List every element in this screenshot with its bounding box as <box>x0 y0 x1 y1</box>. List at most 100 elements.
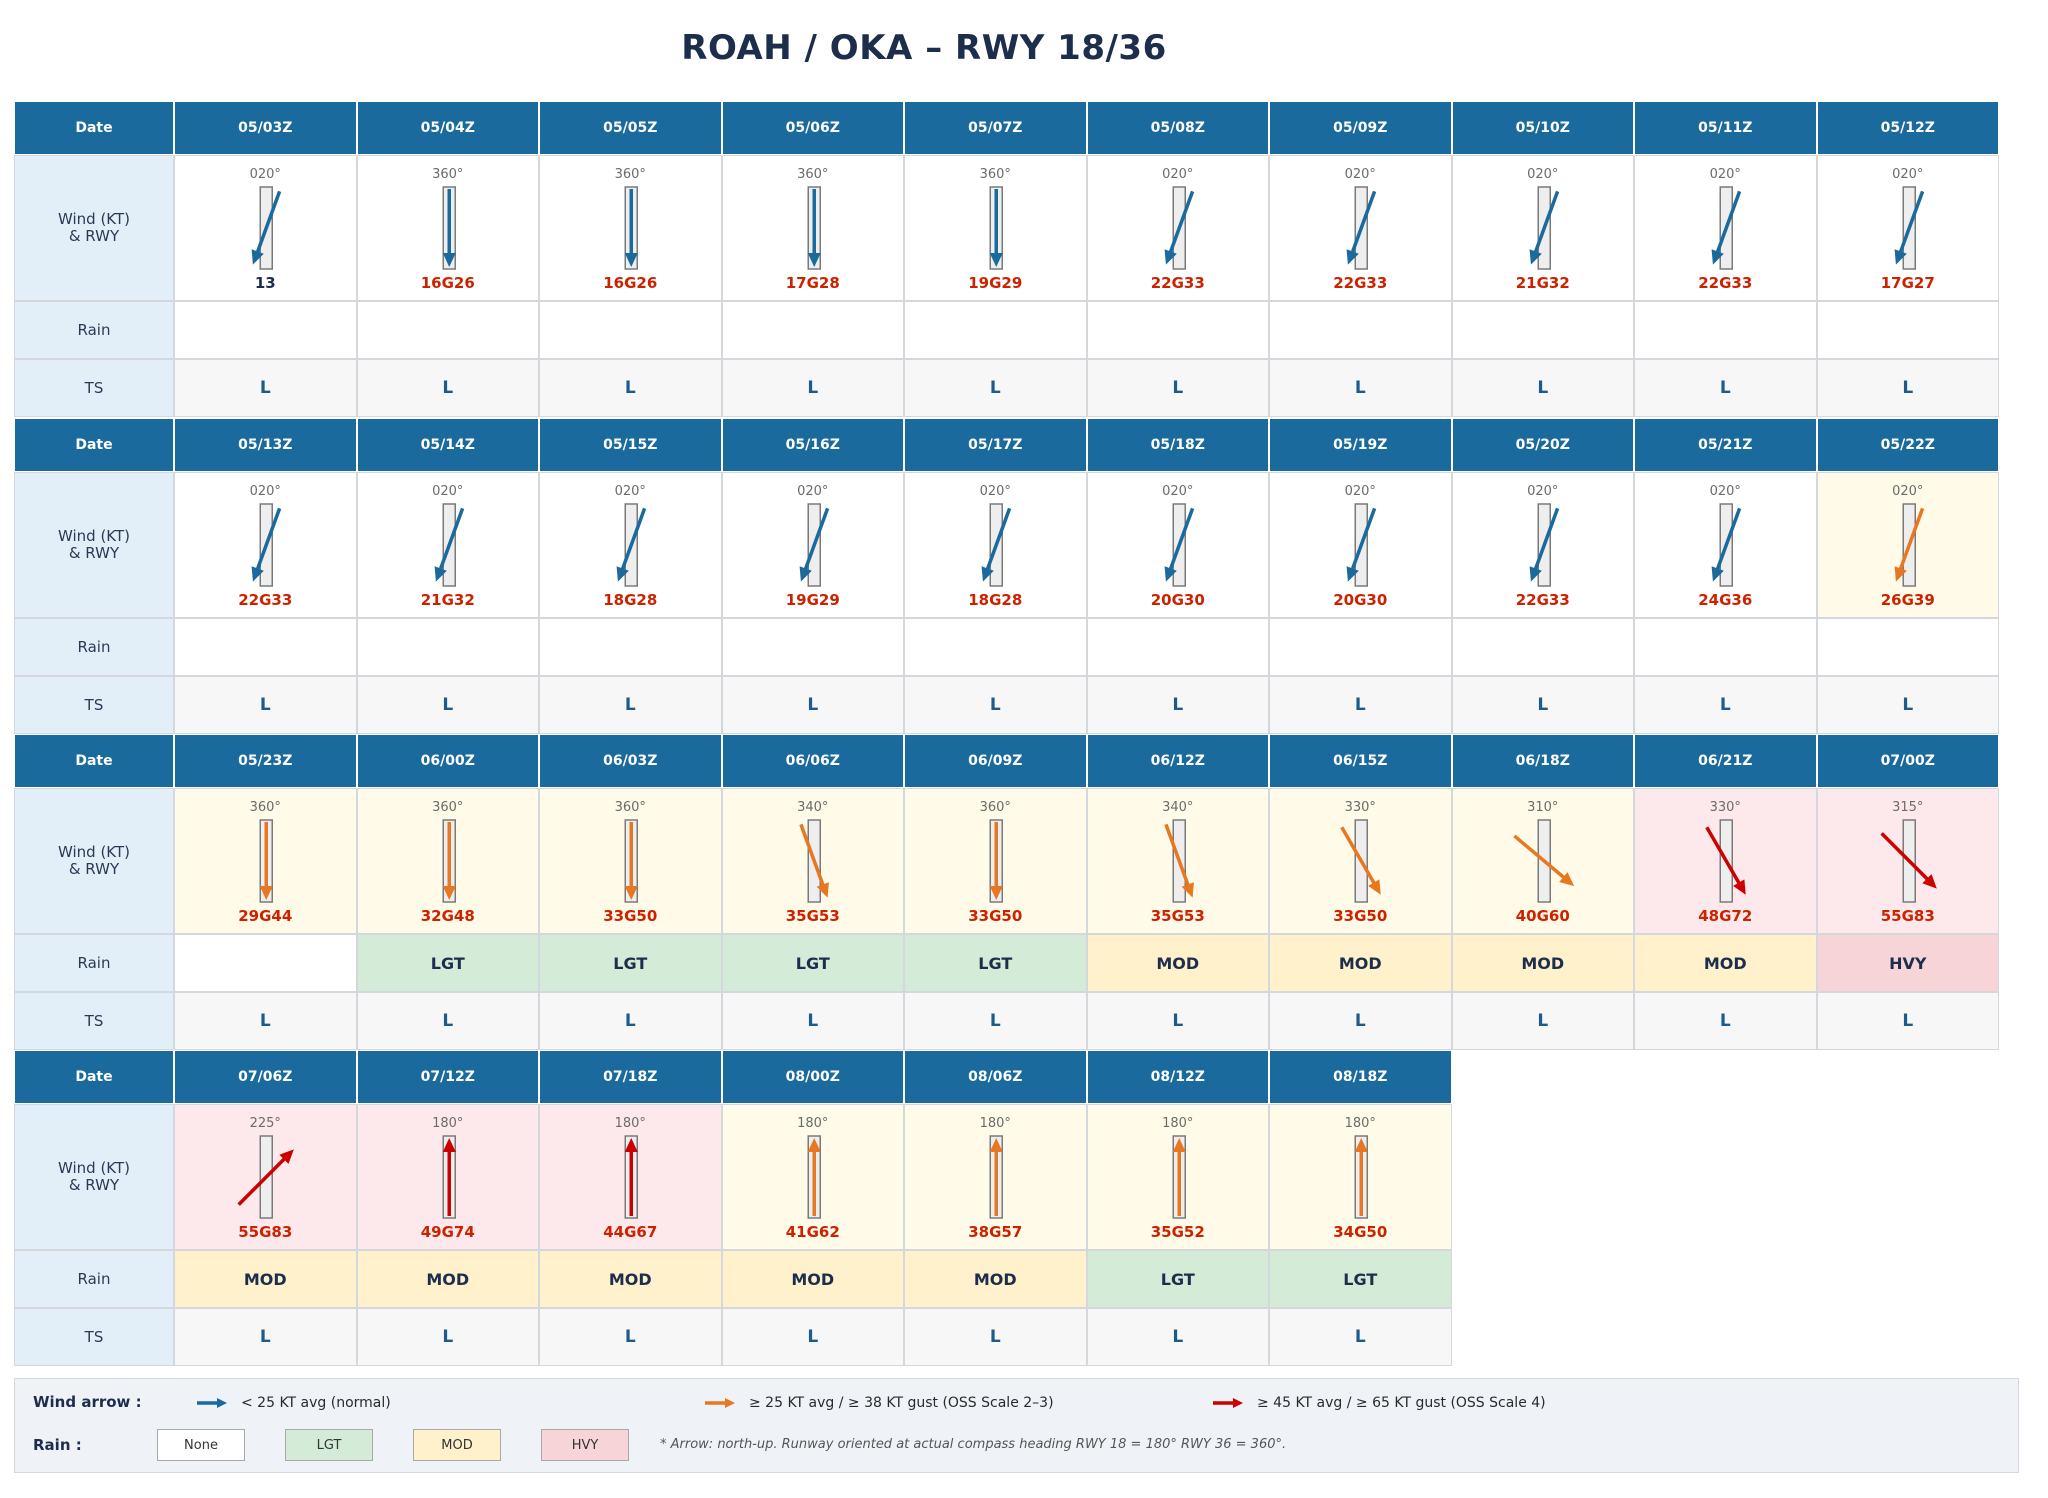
wind-arrow-head <box>1733 879 1746 895</box>
wind-cell: 360° 33G50 <box>539 788 722 934</box>
wind-arrow-icon <box>624 1135 638 1219</box>
wind-direction-label: 310° <box>1527 800 1559 815</box>
ts-cell: L <box>1269 676 1452 734</box>
wind-speed-label: 33G50 <box>1333 907 1388 925</box>
wind-arrow-icon <box>1711 186 1742 270</box>
wind-arrow-shaft <box>798 823 825 887</box>
wind-direction-label: 360° <box>614 800 646 815</box>
wind-arrow-head <box>1164 566 1177 582</box>
wind-arrow-shaft <box>437 507 464 571</box>
wind-cell: 360° 16G26 <box>539 155 722 301</box>
wind-direction-label: 360° <box>432 167 464 182</box>
wind-arrow-icon <box>1879 819 1937 903</box>
wind-arrow-icon <box>1163 819 1194 903</box>
wind-cell: 340° 35G53 <box>1086 788 1269 934</box>
date-header-cell: 05/12Z <box>1816 101 1999 155</box>
wind-arrow-icon <box>1172 1135 1186 1219</box>
wind-cell: 225° 55G83 <box>174 1104 357 1250</box>
rain-cell <box>539 301 722 359</box>
wind-direction-label: 020° <box>614 484 646 499</box>
ts-cell: L <box>721 359 904 417</box>
ts-cell: L <box>1269 359 1452 417</box>
ts-cell: L <box>904 359 1087 417</box>
ts-cell: L <box>1816 676 1999 734</box>
legend-wind-normal-text: < 25 KT avg (normal) <box>241 1395 391 1411</box>
legend-arrow-normal-icon <box>197 1398 227 1408</box>
wind-arrow-shaft <box>1897 190 1924 254</box>
wind-speed-label: 35G53 <box>785 907 840 925</box>
ts-cell: L <box>539 359 722 417</box>
wind-arrow-icon <box>1705 819 1746 903</box>
rain-cell <box>1816 301 1999 359</box>
wind-cell: 310° 40G60 <box>1451 788 1634 934</box>
wind-arrow-icon <box>1894 503 1924 587</box>
wind-direction-label: 340° <box>1162 800 1194 815</box>
ts-cell: L <box>1086 992 1269 1050</box>
wind-speed-label: 21G32 <box>1515 274 1570 292</box>
rain-row-label: Rain <box>14 934 174 992</box>
wind-arrow-shaft <box>1350 190 1377 254</box>
wind-direction-label: 020° <box>1527 167 1559 182</box>
wind-arrow-head <box>251 566 264 582</box>
ts-cell: L <box>1634 359 1817 417</box>
date-header-cell: 08/06Z <box>904 1050 1087 1104</box>
wind-arrow-head <box>442 886 456 900</box>
date-header-cell: 05/23Z <box>174 734 357 788</box>
date-header-cell: 05/10Z <box>1451 101 1634 155</box>
wind-arrow-icon <box>1354 1135 1368 1219</box>
ts-cell: L <box>539 676 722 734</box>
rain-row-label: Rain <box>14 1250 174 1308</box>
wind-speed-label: 22G33 <box>1150 274 1205 292</box>
date-row-label: Date <box>14 418 174 472</box>
wind-arrow-head <box>1711 566 1724 582</box>
wind-cell: 360° 29G44 <box>174 788 357 934</box>
wind-arrow-icon <box>616 503 647 587</box>
legend: Wind arrow : < 25 KT avg (normal) ≥ 25 K… <box>14 1378 2019 1473</box>
rain-cell: LGT <box>356 934 539 992</box>
ts-cell: L <box>1451 359 1634 417</box>
wind-cell: 020° 18G28 <box>539 472 722 618</box>
rain-cell: LGT <box>721 934 904 992</box>
wind-arrow-shaft <box>255 507 282 571</box>
wind-direction-label: 340° <box>797 800 829 815</box>
wind-arrow-head <box>1346 249 1359 265</box>
date-header-cell: 05/17Z <box>904 418 1087 472</box>
wind-direction-label: 020° <box>1709 484 1741 499</box>
ts-cell: L <box>904 992 1087 1050</box>
wind-arrow-icon <box>251 186 282 270</box>
ts-cell: L <box>1269 992 1452 1050</box>
wind-arrow-head <box>251 249 264 265</box>
ts-cell: L <box>904 676 1087 734</box>
wind-arrow-head <box>1894 566 1907 582</box>
legend-wind-oss4-text: ≥ 45 KT avg / ≥ 65 KT gust (OSS Scale 4) <box>1257 1395 1546 1411</box>
wind-direction-label: 020° <box>1344 484 1376 499</box>
wind-speed-label: 55G83 <box>238 1223 293 1241</box>
ts-cell: L <box>174 359 357 417</box>
wind-arrow-head <box>807 1138 821 1152</box>
wind-speed-label: 22G33 <box>1698 274 1753 292</box>
rain-cell: MOD <box>1634 934 1817 992</box>
wind-direction-label: 180° <box>1344 1116 1376 1131</box>
wind-cell: 330° 48G72 <box>1634 788 1817 934</box>
date-header-cell: 06/03Z <box>539 734 722 788</box>
wind-direction-label: 360° <box>249 800 281 815</box>
wind-speed-label: 33G50 <box>603 907 658 925</box>
wind-arrow-head <box>279 1149 294 1164</box>
wind-direction-label: 330° <box>1709 800 1741 815</box>
wind-arrow-head <box>259 886 273 900</box>
legend-arrow-oss4-icon <box>1213 1398 1243 1408</box>
wind-cell: 180° 41G62 <box>721 1104 904 1250</box>
wind-speed-label: 48G72 <box>1698 907 1753 925</box>
wind-cell: 180° 38G57 <box>904 1104 1087 1250</box>
wind-arrow-shaft <box>1163 823 1190 887</box>
wind-cell: 020° 17G27 <box>1816 155 1999 301</box>
rain-cell <box>904 618 1087 676</box>
wind-speed-label: 20G30 <box>1333 591 1388 609</box>
wind-speed-label: 55G83 <box>1880 907 1935 925</box>
date-header-cell: 06/12Z <box>1086 734 1269 788</box>
date-header-cell: 07/00Z <box>1816 734 1999 788</box>
wind-cell: 020° 19G29 <box>721 472 904 618</box>
ts-cell: L <box>904 1308 1087 1366</box>
wind-arrow-head <box>1529 566 1542 582</box>
